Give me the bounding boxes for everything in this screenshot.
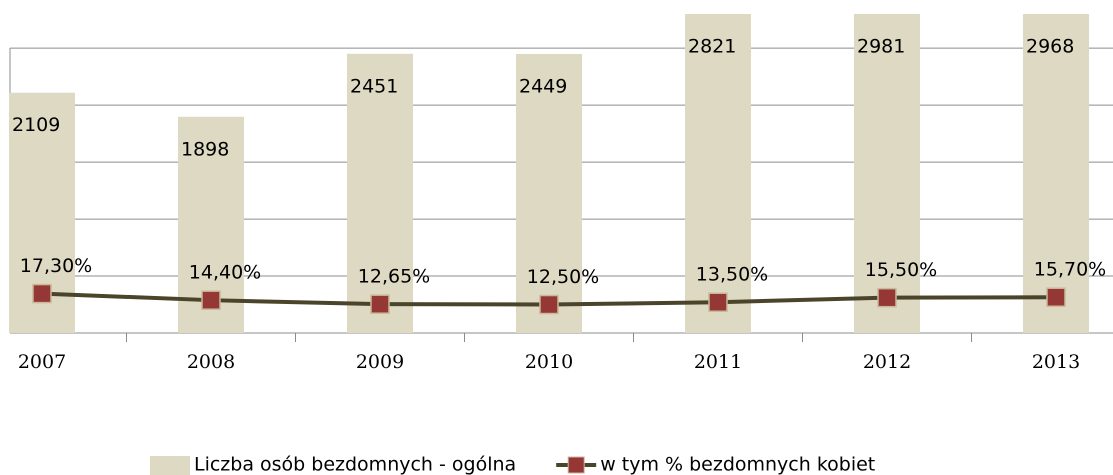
marker	[32, 283, 52, 304]
bar	[516, 53, 582, 334]
bar-value-label: 2981	[857, 36, 905, 58]
legend-label: w tym % bezdomnych kobiet	[600, 454, 875, 475]
x-tick-label: 2007	[18, 351, 66, 373]
marker	[1046, 287, 1066, 307]
marker	[708, 292, 728, 312]
x-tick-label: 2008	[187, 351, 235, 373]
bar	[854, 14, 920, 333]
line-value-label: 12,50%	[527, 266, 599, 288]
line-value-label: 17,30%	[20, 255, 92, 277]
line-value-label: 12,65%	[358, 266, 430, 288]
line-value-label: 15,70%	[1034, 259, 1106, 281]
marker	[201, 290, 221, 310]
bar	[1023, 14, 1089, 334]
bar-value-label: 2451	[350, 75, 398, 97]
bar-value-label: 2109	[12, 114, 60, 136]
line-value-label: 15,50%	[865, 259, 937, 281]
legend: Liczba osób bezdomnych - ogólna w tym % b…	[150, 454, 875, 475]
marker	[877, 287, 897, 308]
line-value-label: 14,40%	[189, 262, 261, 284]
line-value-label: 13,50%	[696, 264, 768, 286]
bar-value-label: 2821	[688, 36, 736, 58]
marker	[370, 294, 390, 314]
x-tick-label: 2010	[525, 351, 573, 373]
x-tick-label: 2012	[863, 351, 911, 373]
x-tick-label: 2009	[356, 351, 404, 373]
legend-label: Liczba osób bezdomnych - ogólna	[194, 454, 516, 475]
bar	[347, 53, 413, 333]
legend-swatch	[150, 456, 190, 475]
bar-value-label: 1898	[181, 138, 229, 160]
bar-value-label: 2968	[1026, 36, 1074, 58]
bar-value-label: 2449	[519, 75, 567, 97]
marker	[539, 294, 559, 315]
x-tick-label: 2011	[694, 351, 742, 373]
bar	[685, 14, 751, 333]
legend-marker	[567, 456, 585, 474]
x-tick-label: 2013	[1032, 351, 1080, 373]
